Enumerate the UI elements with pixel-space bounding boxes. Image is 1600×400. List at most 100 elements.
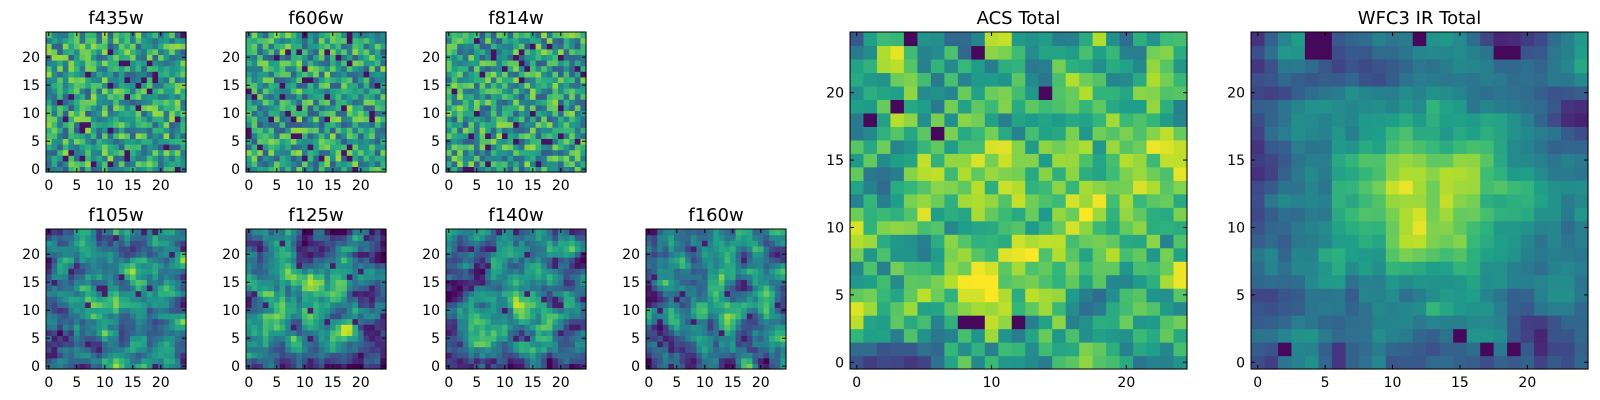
heatmap-cell [102,121,109,128]
heatmap-cell [152,268,159,275]
heatmap-cell [741,229,748,236]
heatmap-cell [57,71,64,78]
heatmap-cell [518,335,525,342]
heatmap-cell [262,82,269,89]
heatmap-cell [457,296,464,303]
heatmap-cell [558,116,565,123]
heatmap-cell [352,296,359,303]
heatmap-cell [96,301,103,308]
heatmap-cell [246,149,253,156]
heatmap-cell [502,155,509,162]
heatmap-cell [107,313,114,320]
heatmap-cell [257,313,264,320]
heatmap-cell [124,88,131,95]
heatmap-cell [580,60,587,67]
heatmap-cell [558,318,565,325]
heatmap-cell [1079,166,1094,181]
heatmap-cell [158,335,165,342]
heatmap-cell [124,357,131,364]
heatmap-cell [518,127,525,134]
heatmap-cell [850,342,865,357]
heatmap-cell [130,251,137,258]
heatmap-cell [163,32,170,39]
heatmap-cell [1106,166,1121,181]
heatmap-cell [341,149,348,156]
heatmap-cell [174,60,181,67]
heatmap-cell [169,262,176,269]
heatmap-cell [1038,207,1053,222]
heatmap-cell [363,127,370,134]
heatmap-cell [313,93,320,100]
heatmap-cell [302,60,309,67]
heatmap-cell [107,279,114,286]
heatmap-cell [330,285,337,292]
heatmap-cell [763,352,770,359]
heatmap-cell [1038,342,1053,357]
heatmap-cell [451,166,458,173]
heatmap-cell [124,82,131,89]
heatmap-cell [850,193,865,208]
heatmap-cell [96,76,103,83]
heatmap-cell [713,313,720,320]
heatmap-cell [268,104,275,111]
heatmap-cell [1092,342,1107,357]
heatmap-cell [90,296,97,303]
heatmap-cell [313,335,320,342]
heatmap-cell [79,229,86,236]
heatmap-cell [707,268,714,275]
heatmap-cell [163,155,170,162]
heatmap-cell [763,335,770,342]
heatmap-cell [580,301,587,308]
heatmap-cell [1173,328,1188,343]
heatmap-cell [302,324,309,331]
heatmap-cell [657,313,664,320]
heatmap-cell [674,273,681,280]
heatmap-cell [446,313,453,320]
heatmap-cell [335,290,342,297]
x-tick-label: 15 [324,375,342,391]
heatmap-cell [130,268,137,275]
heatmap-cell [1146,274,1161,289]
heatmap-cell [352,127,359,134]
heatmap-cell [268,329,275,336]
heatmap-cell [530,352,537,359]
heatmap-cell [330,335,337,342]
heatmap-cell [274,285,281,292]
heatmap-cell [490,307,497,314]
heatmap-cell [507,93,514,100]
heatmap-cell [135,121,142,128]
heatmap-cell [690,234,697,241]
heatmap-cell [746,279,753,286]
heatmap-cell [246,234,253,241]
heatmap-cell [541,363,548,370]
heatmap-cell [251,43,258,50]
heatmap-cell [369,32,376,39]
heatmap-cell [174,104,181,111]
heatmap-cell [79,116,86,123]
heatmap-cell [651,301,658,308]
heatmap-cell [346,60,353,67]
heatmap-cell [313,65,320,72]
heatmap-cell [507,88,514,95]
heatmap-cell [998,180,1013,195]
heatmap-cell [930,328,945,343]
heatmap-cell [930,355,945,370]
heatmap-cell [274,76,281,83]
heatmap-cell [118,273,125,280]
heatmap-cell [646,257,653,264]
heatmap-cell [51,307,58,314]
heatmap-cell [113,257,120,264]
heatmap-cell [107,82,114,89]
heatmap-cell [335,279,342,286]
heatmap-cell [307,37,314,44]
heatmap-cell [446,149,453,156]
heatmap-cell [363,65,370,72]
heatmap-cell [279,110,286,117]
heatmap-cell [318,329,325,336]
heatmap-cell [569,363,576,370]
heatmap-cell [302,132,309,139]
heatmap-cell [944,261,959,276]
heatmap-cell [574,82,581,89]
heatmap-cell [479,116,486,123]
heatmap-cell [496,307,503,314]
